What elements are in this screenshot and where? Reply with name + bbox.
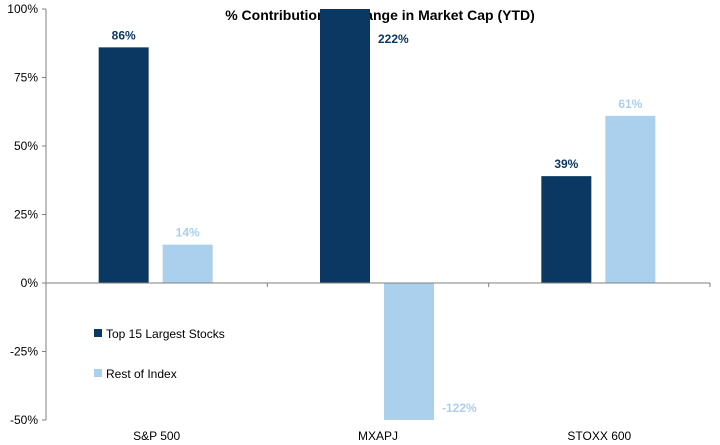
- x-tick-label: S&P 500: [133, 429, 180, 443]
- bar-top15-2: [541, 176, 592, 283]
- chart-title: % Contribution of Change in Market Cap (…: [225, 7, 535, 23]
- legend-label: Rest of Index: [106, 367, 177, 381]
- data-label: 14%: [176, 226, 200, 240]
- y-tick-label: -50%: [10, 413, 38, 427]
- bar-top15-1: [320, 9, 370, 283]
- data-label: 39%: [554, 157, 578, 171]
- bar-top15-0: [98, 47, 149, 283]
- plot-area: 100% 75% 50% 25% 0% -25% -50% 86% 14% S&P 500 222%…: [7, 2, 711, 443]
- bar-rest-2: [605, 115, 656, 283]
- legend-label: Top 15 Largest Stocks: [106, 327, 225, 341]
- data-label: 222%: [378, 32, 409, 46]
- y-tick-label: 100%: [7, 2, 38, 16]
- bar-rest-1: [384, 283, 434, 420]
- y-tick-label: 75%: [14, 71, 38, 85]
- data-label: 61%: [618, 97, 642, 111]
- y-tick-label: 25%: [14, 208, 38, 222]
- data-label: 86%: [112, 28, 136, 42]
- y-tick-label: 0%: [21, 276, 39, 290]
- y-tick-label: 50%: [14, 139, 38, 153]
- bar-rest-0: [162, 244, 213, 283]
- x-tick-label: STOXX 600: [567, 429, 631, 443]
- data-label: -122%: [442, 401, 477, 415]
- legend-swatch-rest: [94, 369, 102, 377]
- y-tick-label: -25%: [10, 345, 38, 359]
- legend-swatch-top15: [94, 329, 102, 337]
- x-tick-label: MXAPJ: [358, 429, 398, 443]
